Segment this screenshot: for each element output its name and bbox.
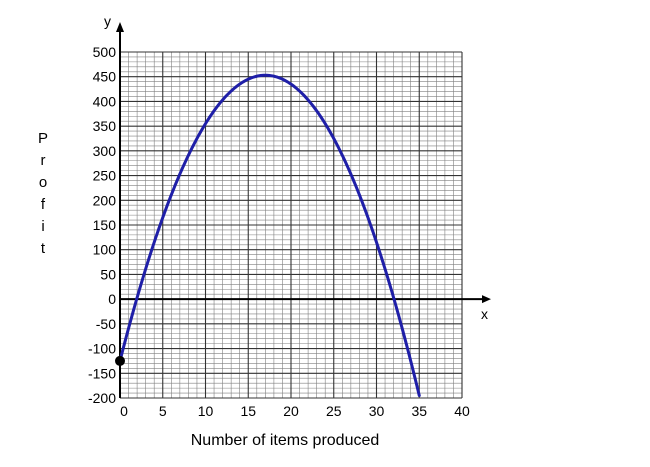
x-tick-label: 20 <box>283 403 299 419</box>
tick-labels: 500450400350300250200150100500-50-100-15… <box>88 44 470 419</box>
x-tick-label: 30 <box>369 403 385 419</box>
y-tick-label: 200 <box>93 192 117 208</box>
y-axis-title-letter: r <box>40 152 46 169</box>
y-intercept-point <box>115 355 125 366</box>
x-axis-letter: x <box>481 306 488 322</box>
y-tick-label: -100 <box>88 341 116 357</box>
y-axis-title-letter: t <box>40 240 46 257</box>
x-tick-label: 40 <box>454 403 470 419</box>
y-tick-label: 450 <box>93 69 117 85</box>
y-tick-label: -200 <box>88 390 116 406</box>
x-tick-label: 25 <box>326 403 342 419</box>
x-tick-label: 0 <box>120 403 128 419</box>
x-tick-label: 5 <box>159 403 167 419</box>
x-tick-label: 10 <box>198 403 214 419</box>
y-axis-title-letter: P <box>37 130 48 147</box>
y-axis-title-letter: i <box>41 218 45 235</box>
x-tick-label: 15 <box>240 403 256 419</box>
x-axis-title: Number of items produced <box>190 432 380 449</box>
points <box>115 355 125 366</box>
y-tick-label: 50 <box>100 266 116 282</box>
y-axis-letter: y <box>104 13 111 29</box>
y-axis-title-letter: f <box>40 196 46 213</box>
y-tick-label: 0 <box>108 291 116 307</box>
y-tick-label: 300 <box>93 143 117 159</box>
y-tick-label: -150 <box>88 365 116 381</box>
series <box>118 73 421 398</box>
y-tick-label: -50 <box>96 316 116 332</box>
y-tick-label: 250 <box>93 168 117 184</box>
x-tick-label: 35 <box>411 403 427 419</box>
y-tick-label: 500 <box>93 44 117 60</box>
y-tick-label: 350 <box>93 118 117 134</box>
y-tick-label: 100 <box>93 242 117 258</box>
x-axis-arrow <box>482 295 491 304</box>
y-tick-label: 400 <box>93 93 117 109</box>
axes: yx <box>104 13 491 398</box>
y-tick-label: 150 <box>93 217 117 233</box>
profit-curve <box>118 73 421 398</box>
y-axis-arrow <box>116 22 124 32</box>
major-grid <box>119 51 463 399</box>
y-axis-title-letter: o <box>38 174 48 191</box>
